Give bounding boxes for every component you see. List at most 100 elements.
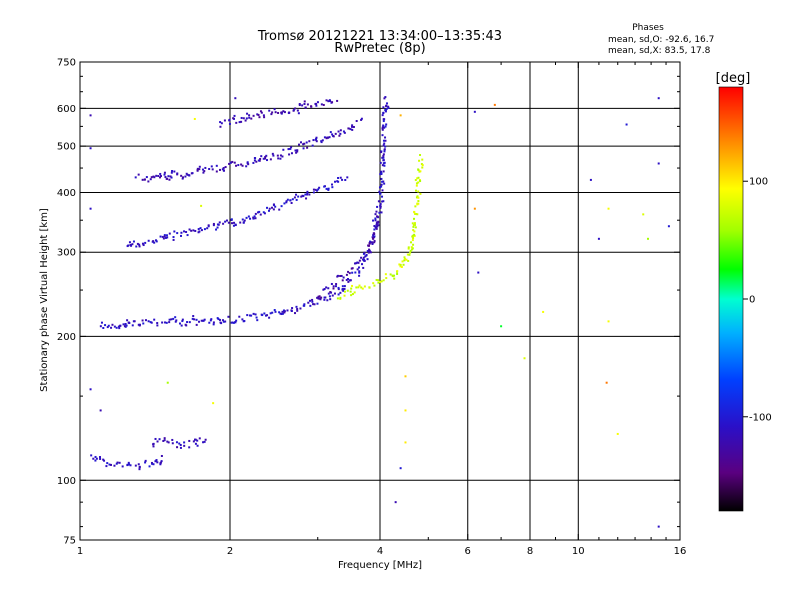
echo-point bbox=[166, 440, 169, 443]
echo-point bbox=[89, 207, 92, 210]
echo-point bbox=[376, 205, 379, 208]
echo-point bbox=[203, 228, 206, 231]
x-tick-label: 16 bbox=[674, 546, 687, 557]
echo-point bbox=[250, 117, 253, 120]
echo-point bbox=[221, 168, 224, 171]
echo-point bbox=[343, 131, 346, 134]
echo-point bbox=[197, 228, 200, 231]
echo-point bbox=[381, 189, 384, 192]
echo-point bbox=[161, 235, 164, 238]
echo-point bbox=[191, 317, 194, 320]
echo-point bbox=[186, 234, 189, 237]
echo-point bbox=[265, 154, 268, 157]
echo-point bbox=[200, 319, 203, 322]
echo-point bbox=[253, 159, 256, 162]
echo-point bbox=[374, 217, 377, 220]
echo-point bbox=[158, 438, 161, 441]
echo-point bbox=[384, 110, 387, 113]
echo-point bbox=[332, 135, 335, 138]
echo-point bbox=[212, 224, 215, 227]
echo-point bbox=[403, 259, 406, 262]
echo-point bbox=[297, 112, 300, 115]
echo-point bbox=[287, 112, 290, 115]
echo-point bbox=[180, 234, 183, 237]
echo-point bbox=[414, 205, 417, 208]
echo-point bbox=[353, 262, 356, 265]
y-tick-label: 75 bbox=[63, 536, 76, 547]
echo-point bbox=[399, 263, 402, 266]
echo-point bbox=[103, 459, 106, 462]
echo-point bbox=[240, 116, 243, 119]
echo-point bbox=[380, 185, 383, 188]
echo-point bbox=[198, 168, 201, 171]
echo-point bbox=[159, 175, 162, 178]
echo-point bbox=[306, 193, 309, 196]
echo-point bbox=[263, 312, 266, 315]
echo-point bbox=[367, 251, 370, 254]
echo-point bbox=[316, 101, 319, 104]
echo-point bbox=[156, 324, 159, 327]
echo-point bbox=[169, 175, 172, 178]
echo-point bbox=[89, 114, 92, 117]
echo-point bbox=[180, 231, 183, 234]
echo-point bbox=[233, 221, 236, 224]
echo-point bbox=[318, 186, 321, 189]
echo-point bbox=[342, 130, 345, 133]
echo-point bbox=[382, 139, 385, 142]
echo-point bbox=[417, 181, 420, 184]
echo-point bbox=[136, 242, 139, 245]
echo-point bbox=[262, 114, 265, 117]
echo-point bbox=[167, 441, 170, 444]
echo-point bbox=[294, 107, 297, 110]
echo-point bbox=[379, 173, 382, 176]
echo-point bbox=[389, 273, 392, 276]
echo-point bbox=[188, 439, 191, 442]
echo-point bbox=[113, 464, 116, 467]
echo-point bbox=[342, 289, 345, 292]
echo-point bbox=[402, 263, 405, 266]
echo-point bbox=[364, 255, 367, 258]
echo-point bbox=[409, 249, 412, 252]
echo-point bbox=[104, 324, 107, 327]
echo-point bbox=[342, 276, 345, 279]
echo-point bbox=[147, 320, 150, 323]
echo-point bbox=[304, 193, 307, 196]
echo-point bbox=[132, 240, 135, 243]
echo-point bbox=[365, 253, 368, 256]
echo-point bbox=[228, 122, 231, 125]
echo-point bbox=[222, 167, 225, 170]
echo-point bbox=[411, 222, 414, 225]
echo-point bbox=[203, 440, 206, 443]
echo-point bbox=[95, 457, 98, 460]
echo-point bbox=[160, 460, 163, 463]
echo-point bbox=[202, 171, 205, 174]
echo-point bbox=[126, 319, 129, 322]
echo-point bbox=[231, 321, 234, 324]
echo-point bbox=[228, 162, 231, 165]
echo-point bbox=[327, 188, 330, 191]
echo-point bbox=[210, 318, 213, 321]
echo-point bbox=[412, 243, 415, 246]
echo-point bbox=[312, 188, 315, 191]
echo-point bbox=[382, 170, 385, 173]
echo-point bbox=[382, 200, 385, 203]
echo-point bbox=[115, 462, 118, 465]
echo-point bbox=[607, 320, 610, 323]
echo-point bbox=[394, 501, 397, 504]
echo-point bbox=[298, 104, 301, 107]
echo-point bbox=[192, 440, 195, 443]
echo-point bbox=[188, 228, 191, 231]
echo-point bbox=[159, 461, 162, 464]
echo-point bbox=[295, 305, 298, 308]
echo-point bbox=[281, 312, 284, 315]
echo-point bbox=[385, 123, 388, 126]
echo-point bbox=[343, 287, 346, 290]
echo-point bbox=[102, 326, 105, 329]
echo-point bbox=[323, 185, 326, 188]
y-tick-label: 600 bbox=[57, 104, 76, 115]
echo-point bbox=[270, 113, 273, 116]
echo-point bbox=[252, 161, 255, 164]
echo-point bbox=[142, 244, 145, 247]
echo-point bbox=[253, 215, 256, 218]
echo-point bbox=[380, 211, 383, 214]
